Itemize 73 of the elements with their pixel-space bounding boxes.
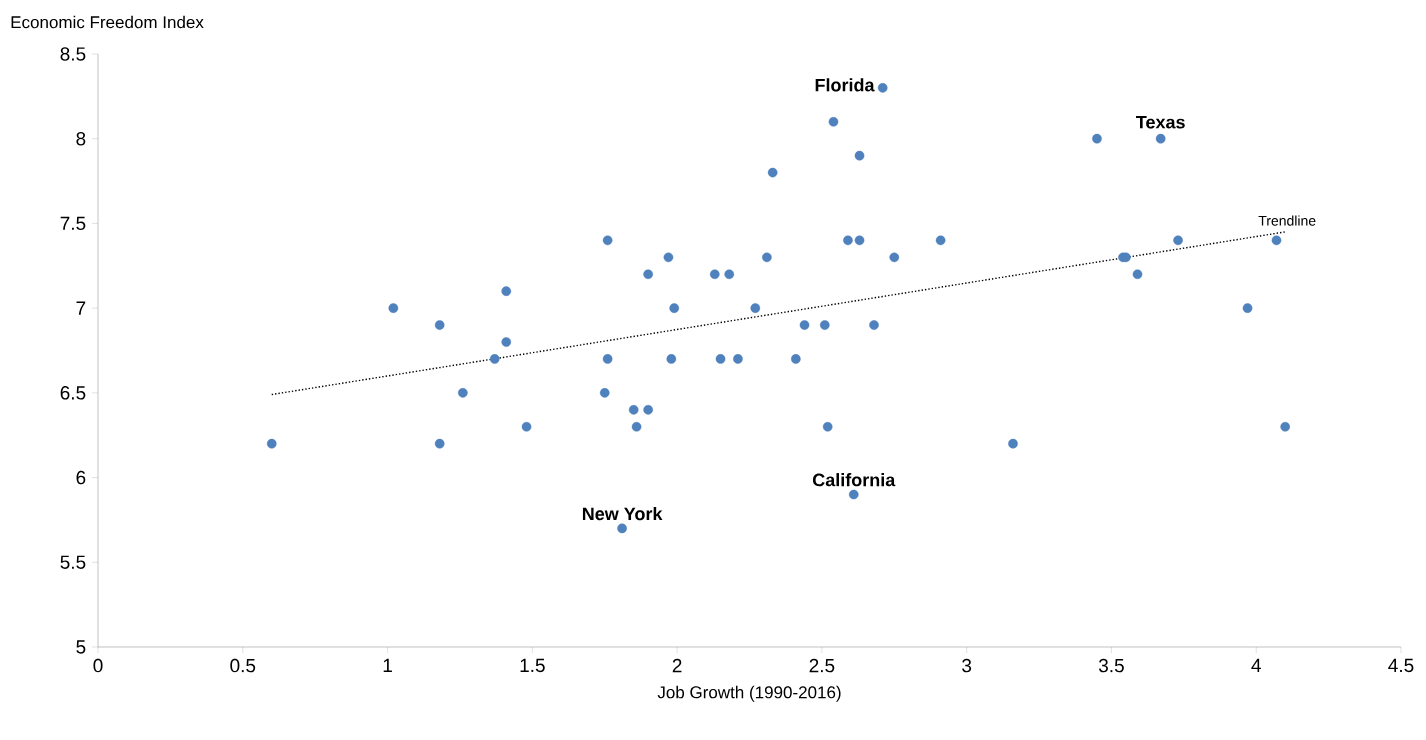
- x-tick-label: 4: [1251, 658, 1261, 672]
- x-tick-label: 3.5: [1098, 658, 1124, 673]
- annotation: Florida: [815, 78, 875, 92]
- point: [724, 269, 735, 280]
- point: [848, 489, 859, 500]
- point: [767, 167, 778, 178]
- x-tick-label: 0: [93, 658, 103, 673]
- point: [750, 303, 761, 313]
- point: [602, 235, 613, 246]
- point: [791, 354, 801, 364]
- point: [388, 303, 399, 313]
- point: [1132, 269, 1143, 280]
- point: [1173, 235, 1183, 246]
- y-tick-label: 5.5: [60, 555, 86, 569]
- point: [666, 354, 677, 364]
- y-tick-label: 6: [76, 470, 86, 485]
- y-axis-title: Economic Freedom Index: [11, 15, 204, 29]
- point: [935, 235, 946, 246]
- point: [715, 354, 726, 364]
- x-tick-label: 4.5: [1388, 658, 1414, 673]
- point: [599, 388, 610, 398]
- point: [628, 404, 639, 415]
- point: [434, 320, 445, 330]
- annotation: California: [812, 473, 896, 487]
- x-tick-label: 0.5: [230, 658, 256, 673]
- point: [501, 286, 512, 296]
- point: [631, 421, 642, 432]
- x-tick-label: 3: [962, 658, 972, 673]
- point: [602, 354, 613, 364]
- annotation: Trendline: [1258, 215, 1316, 226]
- point: [501, 337, 512, 347]
- annotation: Texas: [1136, 115, 1185, 129]
- point: [434, 438, 445, 449]
- point: [521, 421, 532, 432]
- point: [819, 320, 830, 330]
- y-tick-label: 8: [76, 131, 86, 146]
- point: [854, 235, 865, 246]
- point: [889, 252, 900, 263]
- point: [458, 388, 468, 398]
- point: [1008, 438, 1018, 449]
- point: [643, 269, 653, 280]
- x-axis-title: Job Growth (1990-2016): [657, 685, 841, 702]
- x-tick-label: 1: [383, 658, 392, 672]
- point: [877, 83, 888, 93]
- point: [1242, 303, 1253, 313]
- y-tick-label: 7: [76, 301, 86, 315]
- x-tick-label: 1.5: [520, 658, 545, 673]
- point: [799, 320, 810, 330]
- point: [854, 150, 865, 161]
- point: [1155, 133, 1166, 144]
- point: [266, 438, 277, 449]
- point: [733, 354, 743, 364]
- point: [617, 523, 627, 534]
- annotation: New York: [582, 506, 663, 521]
- point: [869, 320, 879, 330]
- point: [828, 116, 839, 127]
- y-tick-label: 5: [76, 640, 86, 654]
- point: [1092, 133, 1102, 144]
- point: [643, 404, 653, 415]
- point: [663, 252, 674, 263]
- point: [1280, 421, 1290, 432]
- point: [762, 252, 772, 263]
- x-tick-label: 2.5: [809, 658, 835, 673]
- point: [822, 421, 833, 432]
- point: [843, 235, 853, 246]
- y-tick-label: 7.5: [60, 216, 86, 231]
- x-tick-label: 2: [672, 658, 682, 673]
- point: [669, 303, 680, 313]
- y-tick-label: 6.5: [60, 386, 86, 400]
- y-tick-label: 8.5: [60, 47, 86, 61]
- point: [489, 354, 500, 364]
- point: [1271, 235, 1282, 246]
- point: [709, 269, 720, 280]
